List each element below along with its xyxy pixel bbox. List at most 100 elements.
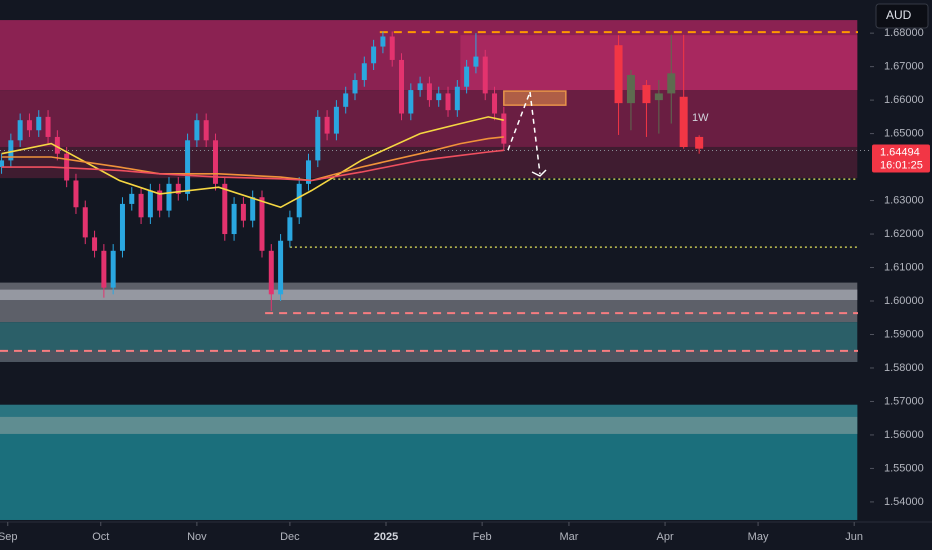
candle-body — [305, 160, 311, 184]
moving-average — [1, 116, 504, 209]
candle-body — [626, 75, 635, 104]
y-tick-label: 1.65000 — [884, 128, 924, 140]
last-price: 1.64494 — [880, 146, 920, 158]
x-tick-label: Dec — [280, 531, 300, 543]
arrow-up — [507, 91, 531, 151]
candle-body — [17, 120, 23, 141]
candle-body — [380, 36, 386, 47]
candle-body — [54, 136, 60, 154]
time-axis-bg — [0, 522, 932, 550]
y-tick-label: 1.55000 — [884, 462, 924, 474]
candle-body — [147, 190, 153, 218]
zone — [0, 289, 858, 301]
x-tick-label: Jun — [845, 531, 863, 543]
candle-body — [501, 113, 507, 144]
candle-body — [268, 250, 274, 295]
price-axis-bg — [870, 0, 932, 550]
y-tick-label: 1.59000 — [884, 328, 924, 340]
x-tick-label: Oct — [92, 531, 109, 543]
x-tick-label: Mar — [559, 531, 578, 543]
currency: AUD — [886, 8, 912, 22]
countdown: 16:01:25 — [880, 159, 923, 171]
zone — [0, 350, 858, 362]
arrow-down — [529, 91, 541, 175]
candle-body — [240, 203, 246, 221]
y-tick-label: 1.61000 — [884, 261, 924, 273]
x-tick-label: Nov — [187, 531, 207, 543]
candle-body — [36, 116, 42, 131]
candle-body — [8, 140, 14, 161]
x-tick-label: 2025 — [374, 531, 398, 543]
candle-body — [492, 93, 498, 114]
candle-body — [482, 56, 488, 94]
candle-body — [436, 93, 442, 101]
candle-body — [26, 120, 32, 131]
target-box — [503, 90, 567, 106]
moving-average — [1, 149, 504, 182]
zone — [0, 416, 858, 434]
candle-body — [343, 93, 349, 107]
candle-body — [157, 190, 163, 211]
candle-body — [361, 63, 367, 81]
candle-body — [454, 86, 460, 111]
y-tick-label: 1.58000 — [884, 362, 924, 374]
currency-box — [875, 3, 929, 29]
candle-body — [175, 183, 181, 194]
y-tick-label: 1.68000 — [884, 27, 924, 39]
y-tick-label: 1.62000 — [884, 228, 924, 240]
x-tick-label: Apr — [656, 531, 673, 543]
candle-body — [203, 120, 209, 141]
candle-body — [259, 197, 265, 251]
projection-arrows — [507, 91, 547, 177]
x-tick-label: Feb — [473, 531, 492, 543]
candle-body — [654, 93, 663, 101]
candle-body — [166, 183, 172, 211]
candle-body — [399, 59, 405, 114]
candle-body — [667, 73, 676, 94]
candle-body — [315, 116, 321, 161]
candle-body — [250, 197, 256, 221]
candle-body — [222, 183, 228, 235]
y-tick-label: 1.57000 — [884, 395, 924, 407]
y-tick-label: 1.54000 — [884, 496, 924, 508]
marks — [0, 31, 704, 312]
price-label-box — [872, 144, 930, 173]
candle-body — [371, 46, 377, 64]
candle-body — [324, 116, 330, 134]
moving-average — [1, 136, 504, 182]
candle-body — [426, 83, 432, 101]
candle-body — [129, 193, 135, 204]
y-tick-label: 1.63000 — [884, 194, 924, 206]
candle-body — [642, 85, 651, 104]
candle-body — [110, 250, 116, 288]
candle-body — [0, 160, 5, 168]
candle-body — [278, 240, 284, 295]
candle-body — [333, 106, 339, 134]
arrow-head — [531, 169, 547, 177]
zone — [0, 404, 858, 417]
y-tick-label: 1.60000 — [884, 295, 924, 307]
candle-body — [287, 217, 293, 241]
x-tick-label: May — [748, 531, 769, 543]
candle-body — [92, 237, 98, 251]
candle-body — [445, 93, 451, 111]
candle-body — [119, 203, 125, 251]
candle-body — [296, 183, 302, 218]
candle-body — [231, 203, 237, 235]
candle-body — [464, 66, 470, 87]
x-tick-label: Sep — [0, 531, 18, 543]
candle-body — [473, 56, 479, 67]
candle-body — [679, 96, 688, 147]
y-tick-label: 1.67000 — [884, 61, 924, 73]
candle-body — [185, 140, 191, 194]
candle-body — [45, 116, 51, 137]
candle-body — [352, 80, 358, 94]
y-tick-label: 1.56000 — [884, 429, 924, 441]
candle-body — [212, 140, 218, 184]
zone — [0, 282, 858, 323]
timeframe-label: 1W — [692, 112, 709, 124]
candle-body — [695, 136, 704, 149]
